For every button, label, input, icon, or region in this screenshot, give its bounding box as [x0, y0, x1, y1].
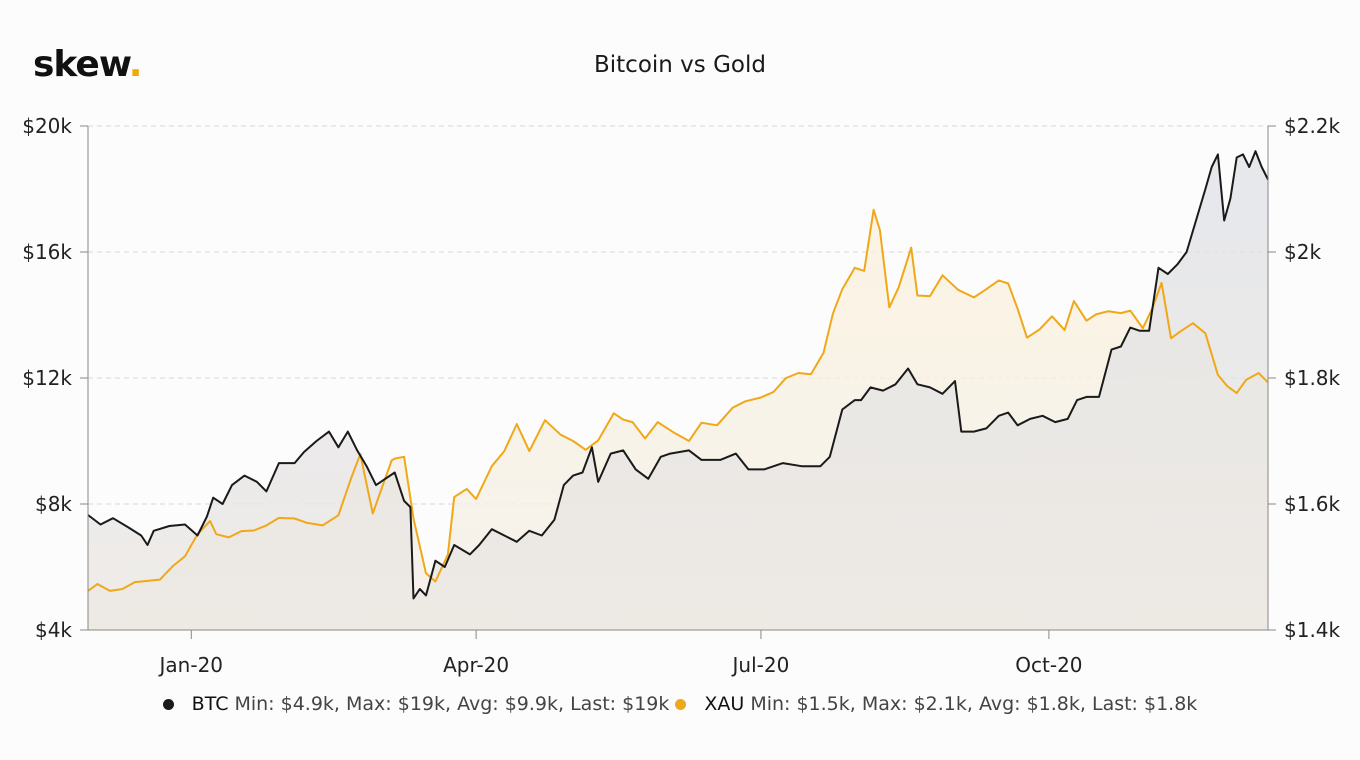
y-right-tick-label: $2k: [1284, 240, 1321, 264]
x-tick-label: Apr-20: [443, 653, 509, 677]
y-right-tick-label: $2.2k: [1284, 114, 1341, 138]
y-right-tick-label: $1.4k: [1284, 618, 1341, 642]
chart-title: Bitcoin vs Gold: [594, 52, 766, 78]
y-left-tick-label: $20k: [22, 114, 72, 138]
x-tick-label: Jul-20: [731, 653, 790, 677]
series-areas: [88, 151, 1268, 631]
legend-item-btc[interactable]: BTC Min: $4.9k, Max: $19k, Avg: $9.9k, L…: [162, 693, 670, 715]
legend-item-xau[interactable]: XAU Min: $1.5k, Max: $2.1k, Avg: $1.8k, …: [675, 693, 1197, 715]
legend-series-name: XAU: [704, 693, 745, 715]
legend-dot-xau: [675, 698, 687, 710]
skew-logo: skew.: [33, 44, 142, 85]
y-left-tick-label: $4k: [35, 618, 72, 642]
legend-dot-btc: [162, 698, 174, 710]
tick-labels: $4k $8k $12k $16k $20k $1.4k $1.6k $1.8k $2k $2.2…: [22, 114, 1340, 677]
legend-series-name: BTC: [191, 693, 229, 715]
series-line-xau: [87, 208, 1269, 592]
series-line-btc: [87, 150, 1269, 600]
axes: [80, 125, 1276, 639]
series-lines: [87, 150, 1269, 600]
legend-series-summary: Min: $1.5k, Max: $2.1k, Avg: $1.8k, Last…: [750, 693, 1198, 715]
y-right-tick-label: $1.8k: [1284, 366, 1341, 390]
x-tick-label: Jan-20: [158, 653, 224, 677]
y-left-tick-label: $12k: [22, 366, 72, 390]
x-tick-label: Oct-20: [1015, 653, 1082, 677]
series-area-btc: [88, 151, 1268, 630]
chart-legend: BTC Min: $4.9k, Max: $19k, Avg: $9.9k, L…: [0, 693, 1360, 715]
legend-series-summary: Min: $4.9k, Max: $19k, Avg: $9.9k, Last:…: [234, 693, 670, 715]
chart-canvas: $4k $8k $12k $16k $20k $1.4k $1.6k $1.8k $2k $2.2…: [22, 114, 1340, 677]
y-left-tick-label: $8k: [35, 492, 72, 516]
y-right-tick-label: $1.6k: [1284, 492, 1341, 516]
y-left-tick-label: $16k: [22, 240, 72, 264]
